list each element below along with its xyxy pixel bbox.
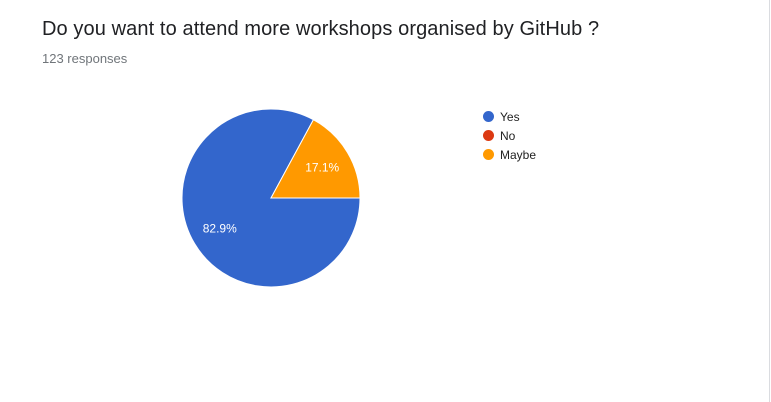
response-count: 123 responses bbox=[42, 51, 128, 66]
legend-label-maybe: Maybe bbox=[500, 147, 537, 162]
legend-swatch-no bbox=[483, 130, 494, 141]
slice-label-maybe: 17.1% bbox=[305, 160, 339, 174]
legend-swatch-maybe bbox=[483, 149, 494, 160]
legend-label-no: No bbox=[500, 128, 516, 143]
legend-label-yes: Yes bbox=[500, 109, 520, 124]
pie-slices bbox=[181, 108, 361, 288]
question-title: Do you want to attend more workshops org… bbox=[42, 18, 600, 40]
chart-legend: Yes No Maybe bbox=[483, 107, 536, 164]
legend-item-yes[interactable]: Yes bbox=[483, 107, 536, 126]
legend-item-maybe[interactable]: Maybe bbox=[483, 145, 536, 164]
legend-swatch-yes bbox=[483, 111, 494, 122]
pie-labels: 82.9% 17.1% bbox=[203, 160, 340, 235]
slice-label-yes: 82.9% bbox=[203, 222, 237, 236]
pie-slice-maybe[interactable] bbox=[270, 119, 361, 199]
legend-item-no[interactable]: No bbox=[483, 126, 536, 145]
